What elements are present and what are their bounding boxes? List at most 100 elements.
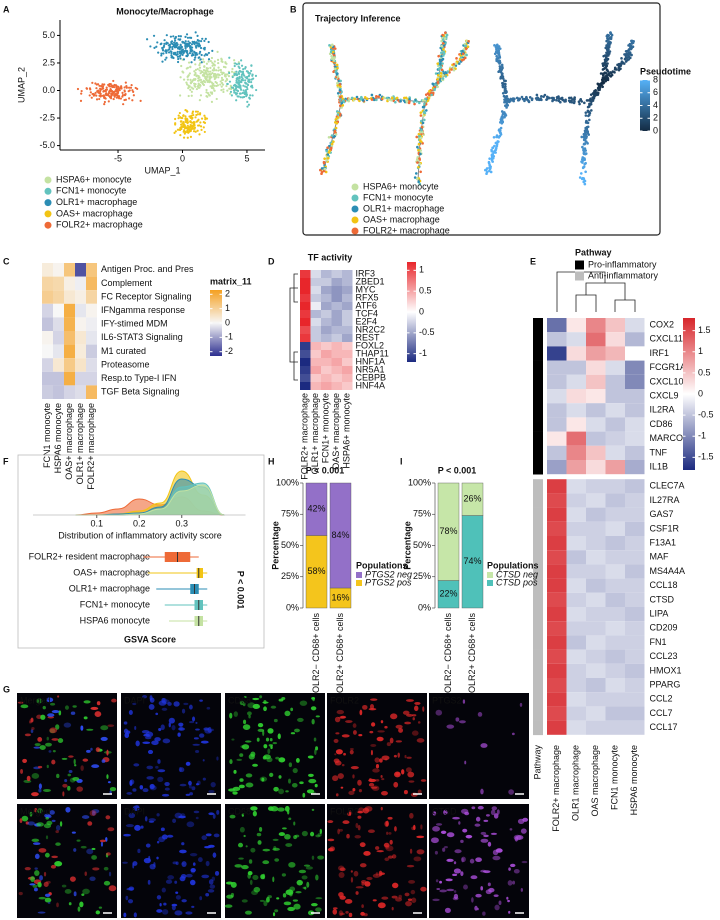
heatmap-cell [625,432,645,446]
heatmap-cell [547,635,567,649]
pseudotime-cell [584,183,587,186]
micrograph-signal [51,760,55,765]
cell-point [91,82,93,84]
pseudotime-cell [607,48,610,51]
cell-point [220,60,222,62]
cell-point [192,88,194,90]
value-label: 42% [307,504,325,514]
cell-point [179,94,181,96]
colorbar-tick-label: 1 [419,265,424,275]
micrograph-signal [414,702,420,705]
pathway-annotation [533,446,543,461]
micrograph-signal [74,759,76,764]
heatmap-cell [300,326,311,334]
micrograph-signal [273,839,279,841]
column-label: OLR1 macrophage [571,745,581,821]
micrograph-signal [260,900,265,902]
micrograph-signal [464,761,466,765]
micrograph-signal [72,705,76,707]
micrograph-signal [284,834,291,840]
trajectory-cell [419,153,422,156]
trajectory-cell [336,67,339,70]
pseudotime-cell [499,56,502,59]
pathway-annotation [533,493,543,508]
micrograph-signal [135,741,139,747]
micrograph-signal [470,859,475,864]
cell-point [248,75,250,77]
micrograph-signal [141,825,144,828]
heatmap-cell [547,650,567,664]
trajectory-cell [331,134,334,137]
cell-point [194,63,196,65]
trajectory-cell [428,97,431,100]
heatmap-cell [567,621,587,635]
micrograph-signal [436,823,442,826]
y-tick-label: 50% [281,540,299,550]
micrograph-signal [129,710,133,715]
chart-title: Trajectory Inference [315,13,401,23]
micrograph-signal [155,713,158,716]
colorbar-tick-label: 0.5 [698,367,711,377]
micrograph-signal [92,867,99,870]
cell-point [198,124,200,126]
row-label: GAS7 [650,509,674,519]
trajectory-cell [441,59,444,62]
micrograph-label: FOLR2 [330,806,359,816]
colorbar-tick-label: 0 [225,317,230,327]
cell-point [204,131,206,133]
heatmap-cell [586,564,606,578]
micrograph-signal [176,895,181,900]
heatmap-cell [42,317,53,331]
cell-point [238,86,240,88]
micrograph-signal [337,710,344,714]
pseudotime-cell [499,47,502,50]
pseudotime-cell [607,54,610,57]
heatmap-cell [625,536,645,550]
trajectory-cell [362,99,365,102]
pseudotime-cell [502,92,505,95]
micrograph-signal [45,894,51,897]
pseudotime-cell [607,74,610,77]
micrograph-signal [314,737,317,741]
cell-point [200,79,202,81]
heatmap-cell [332,358,343,366]
cell-point [225,75,227,77]
legend-label: FOLR2+ macrophage [363,225,450,235]
micrograph-signal [274,909,278,912]
heatmap-cell [567,346,587,360]
trajectory-cell [408,98,411,101]
micrograph-signal [156,813,159,816]
cell-point [179,112,181,114]
trajectory-cell [433,88,436,91]
row-label: CXCL11 [650,334,683,344]
micrograph-signal [47,713,54,717]
row-label: Proteasome [101,359,150,369]
cell-point [208,41,210,43]
micrograph-signal [246,783,254,788]
heatmap-cell [586,479,606,493]
trajectory-cell [332,51,335,54]
heatmap-cell [300,286,311,294]
trajectory-cell [415,136,418,139]
cell-point [189,66,191,68]
micrograph-signal [258,723,263,727]
row-label: CXCL10 [650,376,684,386]
micrograph-signal [406,767,412,772]
micrograph-signal [183,703,188,705]
pathway-annotation [533,650,543,665]
micrograph-signal [405,893,410,897]
pseudotime-cell [486,171,489,174]
trajectory-cell [418,143,421,146]
heatmap-cell [332,366,343,374]
micrograph-signal [76,786,83,791]
panel-letter: G [3,684,10,694]
pseudotime-cell [493,136,496,139]
heatmap-cell [586,332,606,346]
cell-point [223,66,225,68]
heatmap-cell [300,358,311,366]
micrograph-signal [126,824,134,827]
cell-point [97,83,99,85]
cell-point [91,97,93,99]
micrograph-signal [123,834,131,837]
heatmap-cell [64,372,75,386]
